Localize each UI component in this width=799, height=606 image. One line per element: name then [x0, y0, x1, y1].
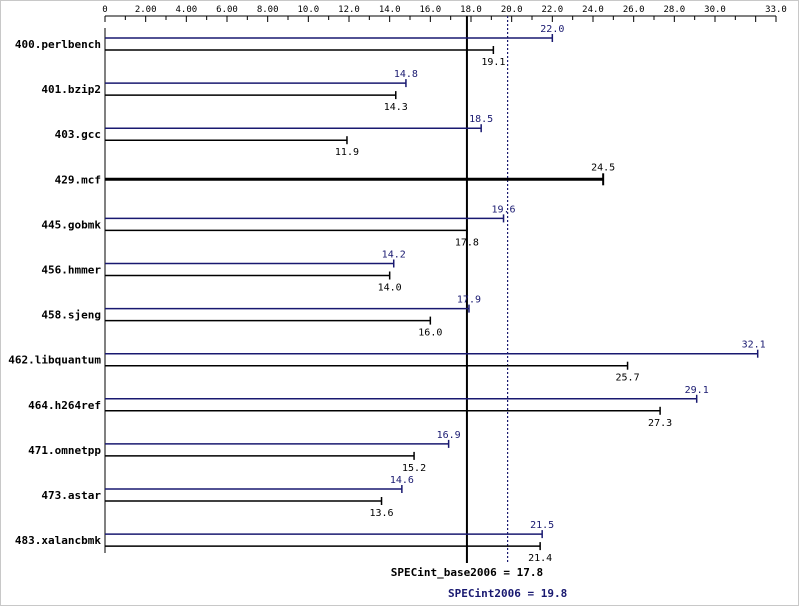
value-label-peak: 32.1 [742, 340, 766, 351]
reference-label-peak: SPECint2006 = 19.8 [448, 587, 567, 600]
x-tick-label: 20.0 [501, 5, 523, 15]
value-label-peak: 29.1 [685, 385, 709, 396]
category-label: 473.astar [41, 489, 101, 502]
value-label-peak: 22.0 [540, 24, 564, 35]
x-tick-label: 2.00 [135, 5, 157, 15]
value-label-base: 16.0 [418, 328, 442, 339]
value-label-base: 17.8 [455, 237, 479, 248]
category-label: 429.mcf [55, 173, 101, 186]
bars: 22.0 19.1 14.8 14.3 18.5 11.9 24.5 19.6 17.8 14.2… [104, 24, 766, 564]
category-label: 400.perlbench [15, 38, 101, 51]
x-tick-label: 24.0 [582, 5, 604, 15]
reference-lines: SPECint_base2006 = 17.8 SPECint2006 = 19.… [391, 16, 567, 600]
x-tick-label: 10.0 [297, 5, 319, 15]
value-label-base: 27.3 [648, 418, 672, 429]
value-label-peak: 14.2 [382, 250, 406, 261]
value-label-peak: 14.6 [390, 475, 414, 486]
x-axis: 0 2.00 4.00 6.00 8.00 10.0 12.0 14.0 16.0 18.0 20.… [102, 5, 787, 553]
category-label: 401.bzip2 [41, 83, 101, 96]
x-tick-label: 16.0 [419, 5, 441, 15]
category-label: 464.h264ref [28, 399, 101, 412]
x-tick-label: 18.0 [460, 5, 482, 15]
x-tick-label: 0 [102, 5, 107, 15]
x-tick-label: 30.0 [704, 5, 726, 15]
value-label-base: 21.4 [528, 553, 552, 564]
category-label: 462.libquantum [8, 354, 101, 367]
x-tick-label: 8.00 [257, 5, 279, 15]
category-label: 403.gcc [55, 128, 101, 141]
value-label-base: 13.6 [369, 508, 393, 519]
value-label-base: 25.7 [616, 373, 640, 384]
x-tick-label: 28.0 [663, 5, 685, 15]
category-labels: 400.perlbench 401.bzip2 403.gcc 429.mcf 445.… [8, 38, 101, 547]
value-label-base: 19.1 [481, 57, 505, 68]
value-label-base: 11.9 [335, 147, 359, 158]
x-tick-label: 12.0 [338, 5, 360, 15]
category-label: 458.sjeng [41, 309, 101, 322]
x-tick-label: 22.0 [541, 5, 563, 15]
x-tick-label: 26.0 [623, 5, 645, 15]
value-label-peak: 19.6 [491, 204, 515, 215]
value-label-base: 15.2 [402, 463, 426, 474]
reference-label-base: SPECint_base2006 = 17.8 [391, 566, 543, 579]
x-tick-label: 33.0 [765, 5, 787, 15]
value-label-base: 14.0 [378, 283, 402, 294]
x-tick-label: 14.0 [379, 5, 401, 15]
category-label: 445.gobmk [41, 218, 101, 231]
category-label: 471.omnetpp [28, 444, 101, 457]
value-label-peak: 17.9 [457, 295, 481, 306]
value-label-peak: 18.5 [469, 114, 493, 125]
x-tick-label: 4.00 [175, 5, 197, 15]
value-label-base: 14.3 [384, 102, 408, 113]
value-label-peak: 21.5 [530, 520, 554, 531]
value-label-peak: 14.8 [394, 69, 418, 80]
category-label: 483.xalancbmk [15, 534, 101, 547]
value-label-peak: 16.9 [437, 430, 461, 441]
value-label-base: 24.5 [591, 162, 615, 173]
x-tick-label: 6.00 [216, 5, 238, 15]
category-label: 456.hmmer [41, 264, 101, 277]
